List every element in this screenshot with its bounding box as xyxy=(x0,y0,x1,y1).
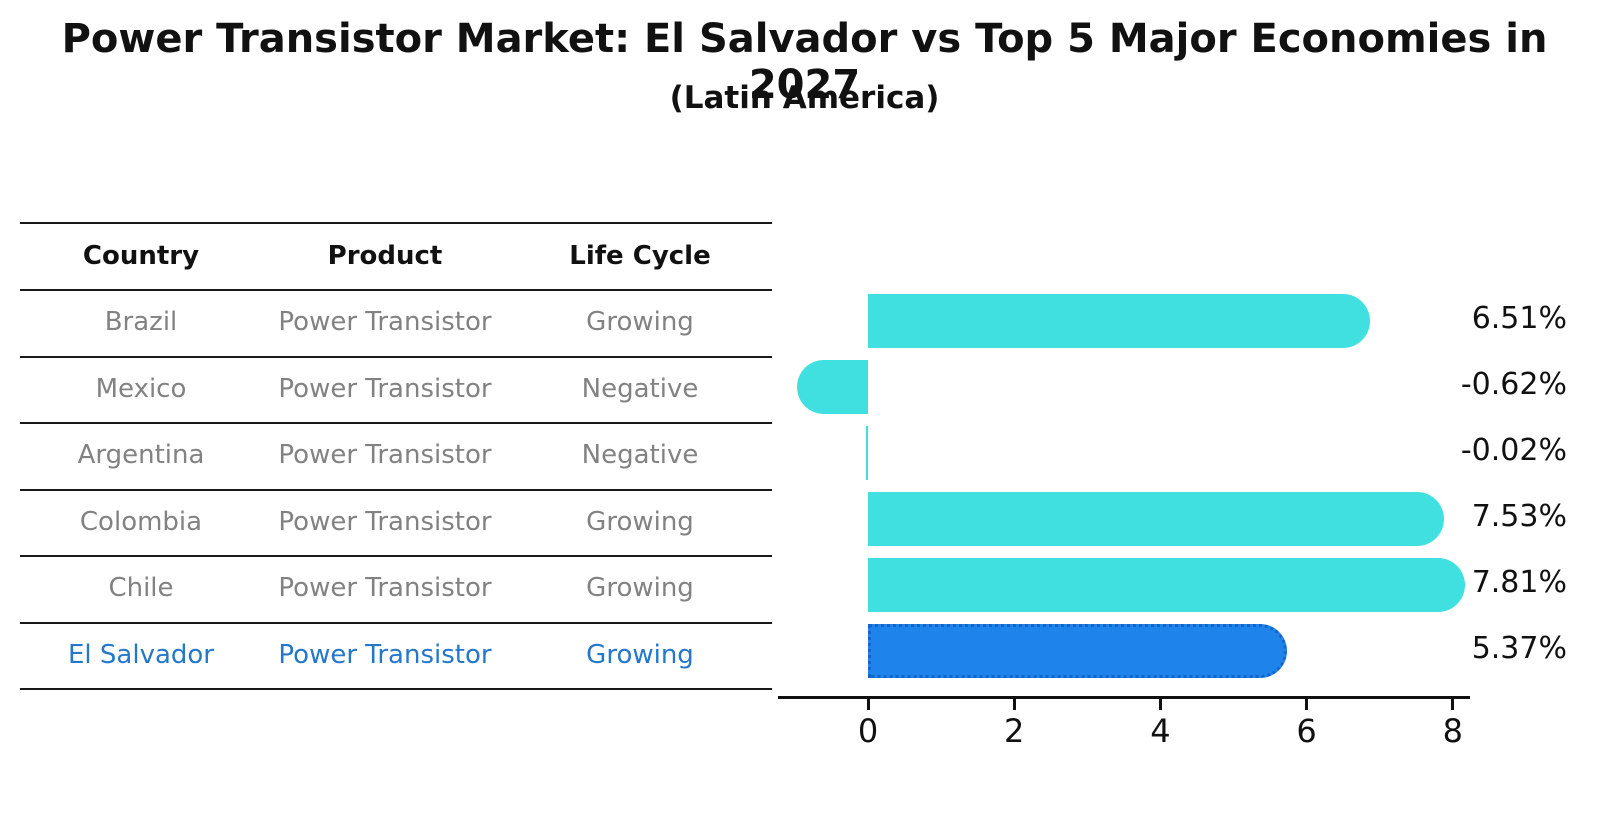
table-row-brazil: Brazil Power Transistor Growing xyxy=(20,289,772,356)
page-title: Power Transistor Market: El Salvador vs … xyxy=(61,16,1548,108)
table-row-rule xyxy=(20,555,772,557)
table-cell-argentina-country: Argentina xyxy=(77,440,205,471)
table-row-el-salvador: El Salvador Power Transistor Growing xyxy=(20,622,772,689)
table-header-rule xyxy=(20,289,772,291)
table-row-rule xyxy=(20,355,772,358)
page-subtitle: (Latin America) xyxy=(669,80,940,116)
bar-brazil xyxy=(868,294,1370,348)
table-row-rule xyxy=(20,621,772,624)
bar-value-label-chile: 7.81% xyxy=(1471,565,1567,600)
x-axis-tick xyxy=(866,699,870,710)
x-axis-tick xyxy=(1012,699,1016,710)
bar-value-label-argentina: -0.02% xyxy=(1460,433,1567,468)
bar-value-label-mexico: -0.62% xyxy=(1460,367,1567,402)
x-axis-tick-label: 6 xyxy=(1296,712,1317,750)
x-axis-tick-label: 8 xyxy=(1442,712,1463,750)
bar-mexico xyxy=(796,360,868,414)
table-row-rule xyxy=(20,422,772,424)
table-cell-colombia-country: Colombia xyxy=(79,506,203,537)
bar-value-label-el-salvador: 5.37% xyxy=(1471,631,1567,666)
table-cell-chile-country: Chile xyxy=(108,573,174,604)
table-cell-argentina-life-cycle: Negative xyxy=(581,440,699,471)
table-cell-mexico-country: Mexico xyxy=(95,373,187,404)
table-row-chile: Chile Power Transistor Growing xyxy=(20,555,772,622)
x-axis-tick xyxy=(1305,699,1309,710)
x-axis-tick xyxy=(1158,699,1162,710)
comparison-table: Country Product Life Cycle Brazil Power Tran… xyxy=(20,222,772,690)
table-header-country: Country xyxy=(82,240,200,271)
table-cell-colombia-product: Power Transistor xyxy=(278,506,492,537)
table-row-colombia: Colombia Power Transistor Growing xyxy=(20,489,772,556)
x-axis-tick-label: 2 xyxy=(1004,712,1025,750)
table-cell-brazil-life-cycle: Growing xyxy=(586,307,694,338)
bar-argentina xyxy=(865,426,868,480)
table-cell-el-salvador-country: El Salvador xyxy=(68,639,214,670)
table-top-rule xyxy=(20,222,772,224)
table-cell-brazil-product: Power Transistor xyxy=(278,307,492,338)
table-header-product: Product xyxy=(327,240,443,271)
table-cell-mexico-life-cycle: Negative xyxy=(581,373,699,404)
bar-value-label-colombia: 7.53% xyxy=(1471,499,1567,534)
bar-colombia xyxy=(868,492,1445,546)
table-cell-brazil-country: Brazil xyxy=(104,307,178,338)
table-cell-el-salvador-product: Power Transistor xyxy=(278,639,492,670)
table-cell-chile-life-cycle: Growing xyxy=(586,573,694,604)
x-axis-tick-label: 4 xyxy=(1150,712,1171,750)
table-cell-chile-product: Power Transistor xyxy=(278,573,492,604)
table-row-argentina: Argentina Power Transistor Negative xyxy=(20,422,772,489)
table-cell-argentina-product: Power Transistor xyxy=(278,440,492,471)
table-bottom-rule xyxy=(20,688,772,690)
table-row-mexico: Mexico Power Transistor Negative xyxy=(20,356,772,423)
bar-el-salvador xyxy=(868,624,1287,678)
table-row-rule xyxy=(20,488,772,491)
x-axis-line xyxy=(778,696,1470,699)
bar-value-label-brazil: 6.51% xyxy=(1471,301,1567,336)
table-cell-el-salvador-life-cycle: Growing xyxy=(586,639,694,670)
x-axis-tick xyxy=(1451,699,1455,710)
table-cell-colombia-life-cycle: Growing xyxy=(586,506,694,537)
x-axis-tick-label: 0 xyxy=(857,712,879,750)
table-header-row: Country Product Life Cycle xyxy=(20,222,772,289)
table-cell-mexico-product: Power Transistor xyxy=(278,373,492,404)
table-header-life-cycle: Life Cycle xyxy=(569,240,711,271)
bar-chile xyxy=(868,558,1465,612)
